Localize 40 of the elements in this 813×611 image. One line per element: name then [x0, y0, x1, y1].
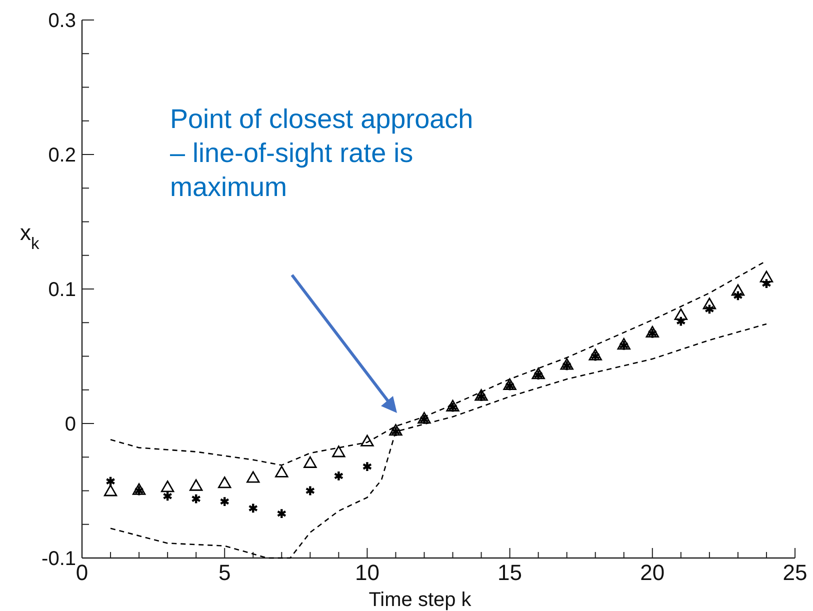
point	[731, 284, 745, 296]
point	[189, 479, 203, 491]
x-tick-label: 20	[640, 560, 665, 585]
x-tick-label: 25	[782, 560, 808, 585]
point	[702, 298, 716, 310]
y-tick-label: 0	[64, 414, 76, 436]
point	[106, 476, 116, 487]
point	[305, 485, 316, 496]
line-series	[110, 323, 768, 559]
point	[360, 434, 374, 446]
point	[246, 471, 260, 483]
point	[334, 470, 344, 482]
y-tick-label: 0.3	[48, 10, 76, 32]
point	[762, 278, 772, 290]
point	[162, 490, 173, 502]
y-tick-label: -0.1	[42, 548, 76, 570]
x-tick-label: 15	[498, 560, 522, 585]
y-tick-label: 0.2	[48, 144, 76, 166]
x-tick-label: 10	[354, 560, 380, 585]
point	[760, 270, 774, 282]
point	[220, 496, 230, 508]
point	[704, 304, 714, 315]
point	[733, 290, 743, 302]
annotation: Point of closest approach – line-of-sight rate is maximum	[170, 104, 474, 202]
point	[104, 484, 118, 496]
point	[218, 476, 232, 488]
x-tick-label: 5	[218, 560, 231, 585]
point	[304, 456, 317, 468]
point	[362, 461, 372, 472]
point	[275, 466, 288, 478]
y-tick-label: 0.1	[48, 279, 76, 301]
y-axis-title: x$_{k}$	[20, 220, 40, 253]
point	[674, 308, 688, 320]
point	[191, 493, 202, 504]
x-axis-title: Time step k	[368, 589, 472, 611]
point	[332, 446, 346, 458]
point	[160, 480, 174, 492]
point	[676, 316, 686, 327]
point	[248, 502, 258, 514]
point	[276, 508, 287, 520]
